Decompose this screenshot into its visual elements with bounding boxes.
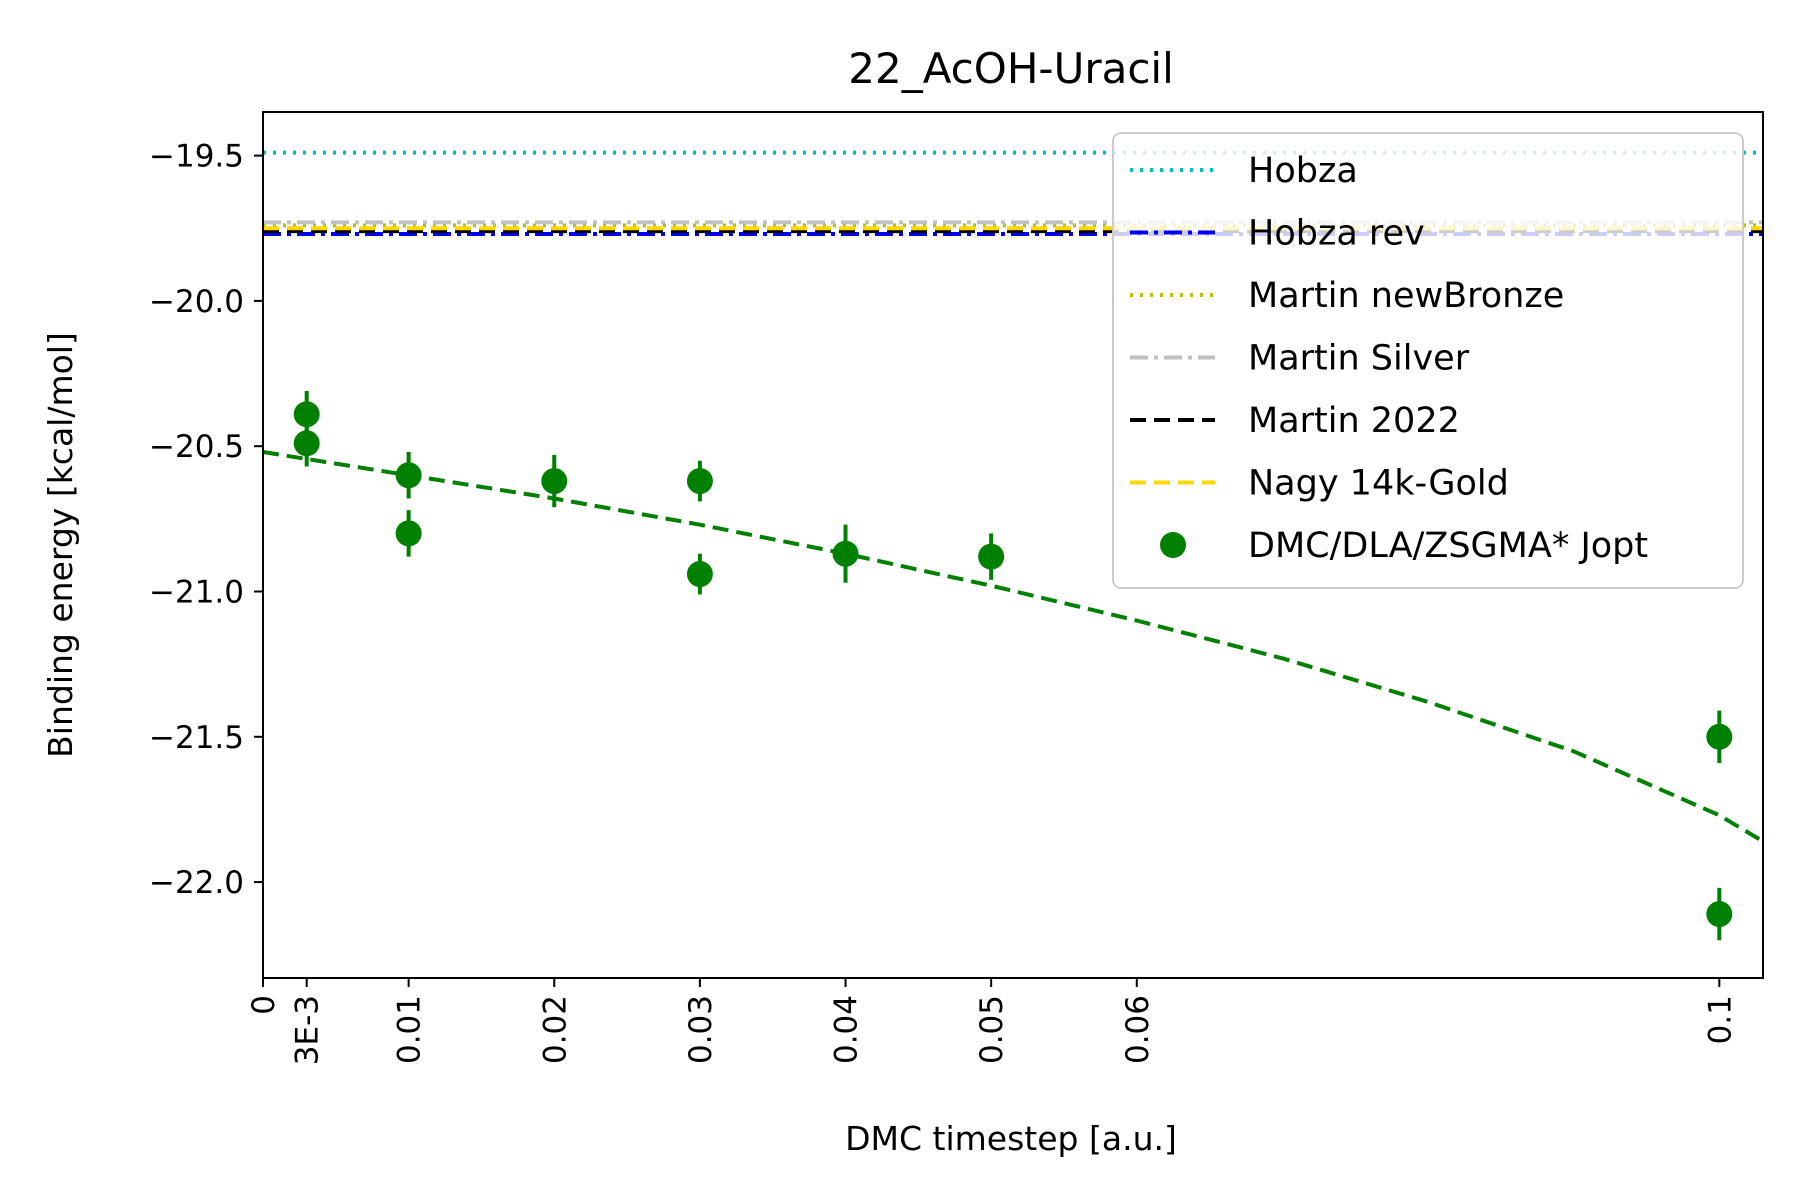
legend-label-1: Hobza rev [1248,214,1425,254]
data-point-7 [832,540,859,567]
data-point-10 [1706,901,1733,928]
x-tick-label-1: 3E-3 [290,995,326,1065]
y-tick-label-3: −21.0 [149,574,244,610]
legend-box [1112,132,1744,589]
data-point-5 [686,468,713,495]
data-point-3 [395,520,422,547]
data-point-0 [293,401,320,428]
y-tick-label-1: −20.0 [149,284,244,320]
y-tick-label-2: −20.5 [149,429,244,465]
fit-line [263,450,1763,844]
plot-frame [262,111,1764,979]
legend-marker-6 [1160,532,1186,558]
x-tick-label-4: 0.03 [683,995,719,1064]
data-point-1 [293,430,320,457]
x-tick-label-7: 0.06 [1120,995,1156,1064]
x-tick-label-3: 0.02 [537,995,573,1064]
legend-label-5: Nagy 14k-Gold [1248,464,1509,504]
data-point-9 [1706,723,1733,750]
y-axis-label: Binding energy [kcal/mol] [41,332,80,758]
data-point-4 [541,468,568,495]
data-point-8 [978,543,1005,570]
legend-label-0: Hobza [1248,151,1358,191]
fit-layer [263,450,1763,844]
legend-label-3: Martin Silver [1248,339,1470,379]
x-tick-label-6: 0.05 [974,995,1010,1064]
x-tick-label-8: 0.1 [1702,995,1738,1044]
legend-label-4: Martin 2022 [1248,401,1460,441]
x-tick-label-2: 0.01 [392,995,428,1064]
x-axis-label: DMC timestep [a.u.] [845,1119,1177,1158]
y-tick-label-5: −22.0 [149,865,244,901]
chart-title: 22_AcOH-Uracil [848,44,1174,93]
x-axis: 0 3E-3 0.01 0.02 0.03 0.04 0.05 0.06 0.1 [246,978,1738,1065]
data-points [293,390,1733,941]
x-tick-label-5: 0.04 [829,995,865,1064]
legend: Hobza Hobza rev Martin newBronze Martin Sil… [1112,132,1744,589]
y-tick-label-4: −21.5 [149,720,244,756]
data-point-6 [686,561,713,588]
y-axis: −19.5 −20.0 −20.5 −21.0 −21.5 −22.0 [149,139,263,901]
data-point-2 [395,462,422,489]
y-tick-label-0: −19.5 [149,139,244,175]
legend-label-2: Martin newBronze [1248,276,1564,316]
x-tick-label-0: 0 [246,995,282,1015]
legend-label-6: DMC/DLA/ZSGMA* Jopt [1248,526,1648,566]
